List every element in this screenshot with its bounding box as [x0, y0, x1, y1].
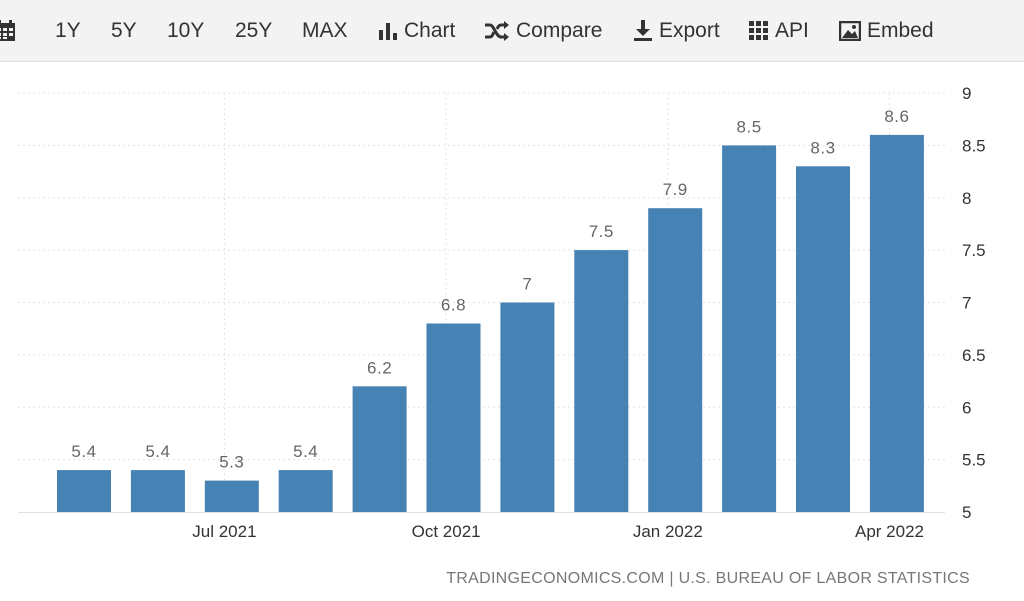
bar-value-label: 7	[522, 275, 532, 294]
y-tick-label: 5.5	[962, 451, 986, 470]
chart-type-label: Chart	[404, 19, 456, 42]
calendar-button[interactable]	[0, 0, 22, 62]
y-tick-label: 7.5	[962, 241, 986, 260]
x-tick-label: Oct 2021	[412, 522, 481, 541]
y-tick-label: 8	[962, 189, 971, 208]
bar[interactable]	[352, 386, 407, 512]
y-tick-label: 6.5	[962, 346, 986, 365]
bar-value-label: 7.5	[589, 222, 614, 241]
bar-chart-icon	[378, 21, 398, 41]
bar[interactable]	[648, 208, 703, 512]
y-tick-label: 7	[962, 294, 971, 313]
x-tick-label: Jan 2022	[633, 522, 703, 541]
bar[interactable]	[796, 166, 850, 513]
bar[interactable]	[278, 470, 333, 512]
bar-value-label: 7.9	[663, 180, 688, 199]
range-10y-label: 10Y	[167, 19, 205, 42]
export-button[interactable]: Export	[633, 0, 720, 62]
bar-value-label: 8.5	[737, 117, 762, 136]
export-label: Export	[659, 19, 720, 42]
bar-value-label: 5.4	[293, 442, 318, 461]
x-tick-label: Jul 2021	[192, 522, 256, 541]
range-5y-button[interactable]: 5Y	[111, 0, 137, 62]
chart-toolbar: 1Y 5Y 10Y 25Y MAX Chart Compare	[0, 0, 1024, 62]
api-button[interactable]: API	[749, 0, 809, 62]
range-1y-label: 1Y	[55, 19, 81, 42]
range-25y-label: 25Y	[235, 19, 273, 42]
bar-value-label: 5.3	[219, 453, 244, 472]
y-tick-label: 5	[962, 503, 971, 522]
bar[interactable]	[204, 480, 259, 512]
bar[interactable]	[130, 470, 185, 512]
grid-icon	[749, 21, 769, 41]
embed-button[interactable]: Embed	[839, 0, 934, 62]
y-tick-label: 9	[962, 84, 971, 103]
embed-label: Embed	[867, 19, 934, 42]
bar-value-label: 5.4	[71, 442, 96, 461]
bar[interactable]	[500, 302, 555, 513]
range-10y-button[interactable]: 10Y	[167, 0, 204, 62]
bar[interactable]	[869, 134, 924, 512]
download-icon	[633, 20, 653, 42]
x-tick-label: Apr 2022	[855, 522, 924, 541]
bar-value-label: 5.4	[145, 442, 170, 461]
bar-value-label: 6.2	[367, 358, 392, 377]
source-attribution: TRADINGECONOMICS.COM | U.S. BUREAU OF LA…	[446, 570, 970, 587]
bar-value-label: 8.6	[884, 107, 909, 126]
y-tick-label: 8.5	[962, 136, 986, 155]
bar[interactable]	[722, 145, 777, 512]
api-label: API	[775, 19, 809, 42]
shuffle-icon	[484, 21, 510, 41]
chart-area: 5 5.5 6 6.5 7 7.5 8 8.5 9 5.4 5.4 5.3 5.4 6.2 6.8 7 7.5 7…	[0, 62, 1024, 601]
range-max-label: MAX	[302, 19, 348, 42]
bar-chart: 5 5.5 6 6.5 7 7.5 8 8.5 9 5.4 5.4 5.3 5.4 6.2 6.8 7 7.5 7…	[18, 84, 986, 541]
bar[interactable]	[57, 470, 111, 512]
image-icon	[839, 21, 861, 41]
range-5y-label: 5Y	[111, 19, 137, 42]
range-25y-button[interactable]: 25Y	[235, 0, 272, 62]
compare-label: Compare	[516, 19, 603, 42]
range-max-button[interactable]: MAX	[302, 0, 348, 62]
range-1y-button[interactable]: 1Y	[55, 0, 81, 62]
bar[interactable]	[426, 323, 481, 513]
calendar-icon	[0, 20, 16, 42]
y-tick-label: 6	[962, 398, 971, 417]
bar-value-label: 6.8	[441, 295, 466, 314]
chart-type-button[interactable]: Chart	[378, 0, 455, 62]
compare-button[interactable]: Compare	[484, 0, 602, 62]
bar[interactable]	[574, 250, 629, 512]
bar-value-label: 8.3	[810, 138, 835, 157]
